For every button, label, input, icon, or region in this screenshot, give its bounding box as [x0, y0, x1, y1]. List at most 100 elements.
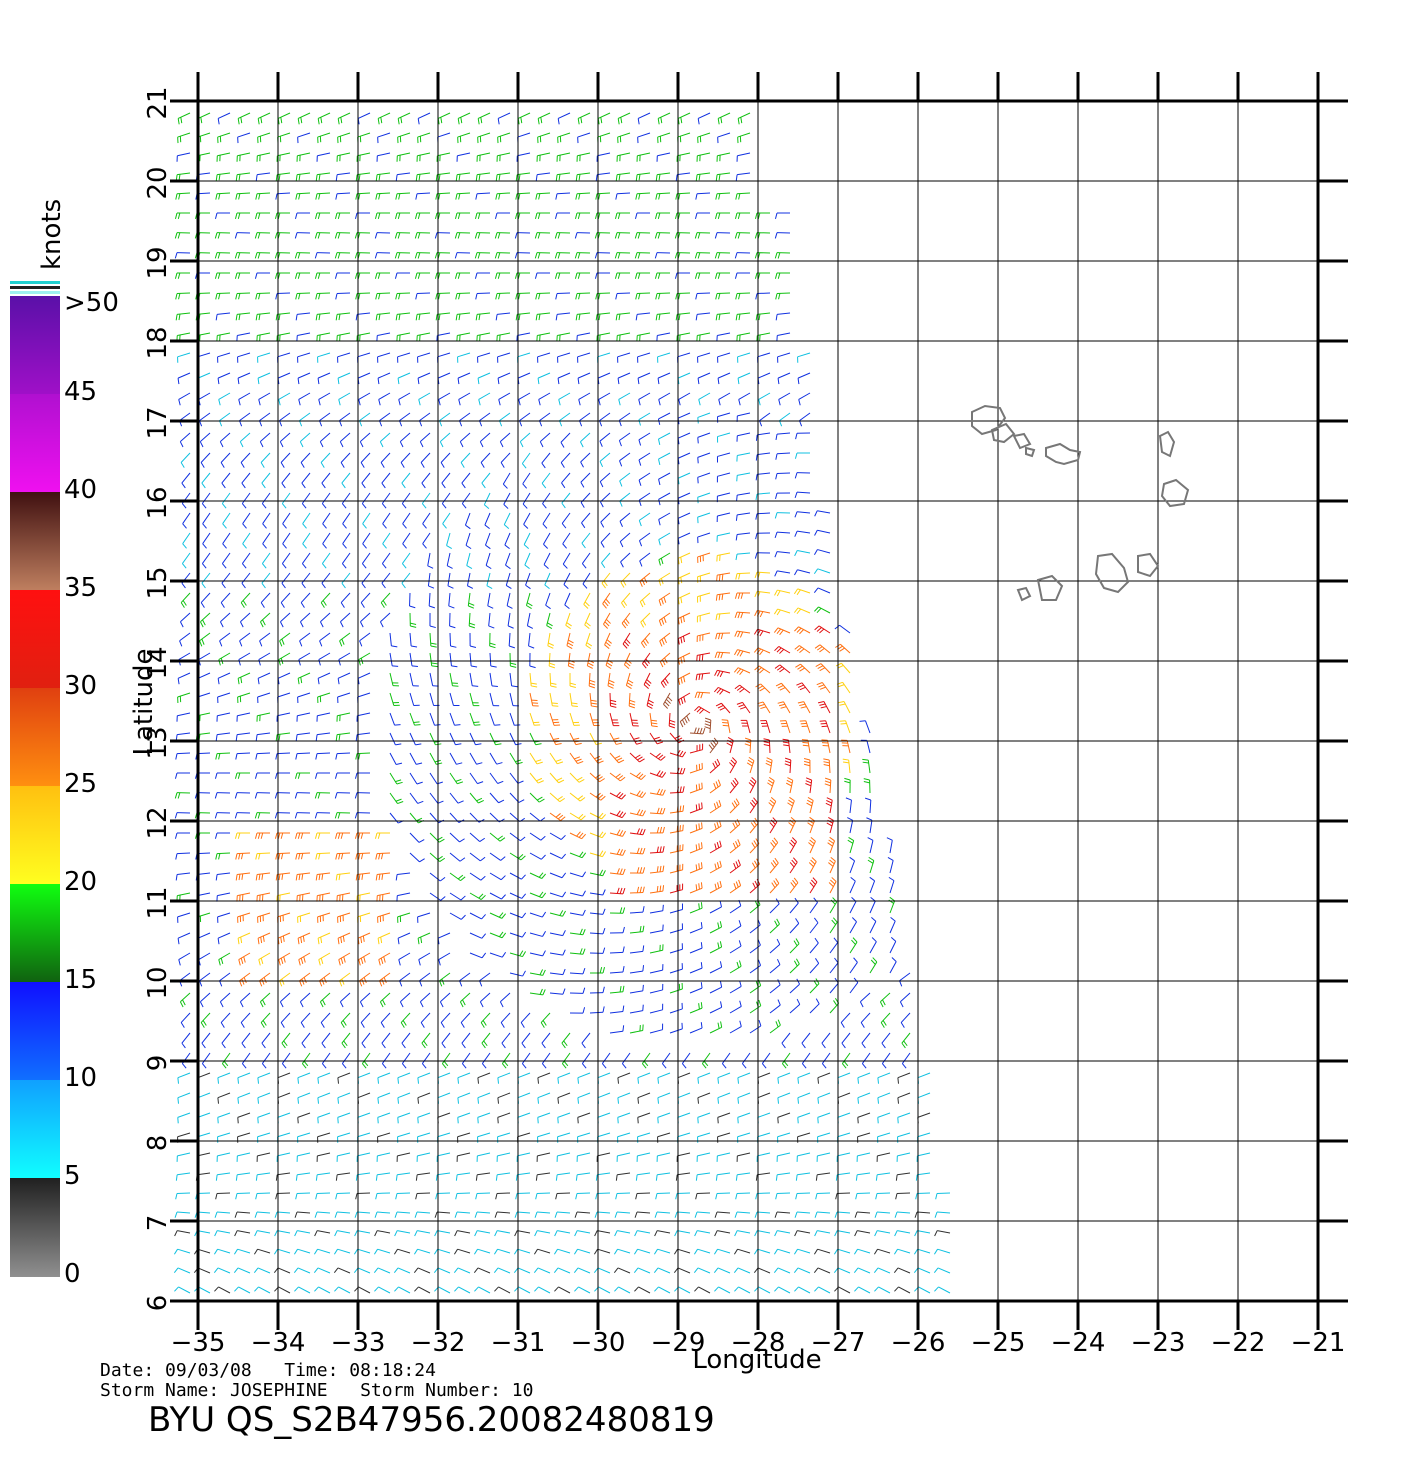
wind-barb: [629, 1004, 644, 1014]
wind-barb: [255, 1172, 271, 1181]
wind-barb: [753, 647, 771, 656]
wind-barb: [655, 312, 671, 321]
wind-barb: [547, 632, 554, 649]
wind-barb: [449, 732, 462, 746]
wind-barb: [489, 672, 498, 688]
wind-barb: [514, 212, 531, 219]
wind-barb: [262, 532, 271, 549]
wind-barb: [615, 172, 631, 181]
wind-barb: [609, 791, 626, 800]
wind-barb: [489, 712, 501, 726]
wind-barb: [717, 132, 731, 144]
wind-barb: [775, 1172, 791, 1181]
wind-barb: [255, 852, 271, 860]
wind-barb: [694, 1211, 711, 1218]
island-outline: [1094, 552, 1130, 594]
wind-barb: [669, 805, 685, 814]
wind-barb: [461, 1032, 471, 1049]
wind-barb: [801, 1052, 811, 1069]
wind-barb: [594, 1230, 611, 1237]
wind-barb: [436, 332, 451, 342]
wind-barb: [769, 959, 781, 974]
wind-barb: [775, 682, 791, 694]
wind-barb: [555, 292, 571, 300]
wind-barb: [469, 832, 486, 843]
wind-barb: [428, 592, 436, 609]
wind-barb: [315, 852, 331, 860]
wind-barb: [197, 112, 211, 125]
wind-barb: [714, 669, 731, 678]
wind-barb: [829, 897, 838, 914]
wind-barb: [338, 952, 351, 966]
map-grid: [170, 72, 1348, 1330]
wind-barb: [775, 1192, 791, 1200]
wind-barb: [689, 962, 703, 974]
wind-barb: [314, 1211, 331, 1218]
wind-barb: [215, 852, 231, 860]
wind-barb: [359, 432, 371, 448]
wind-barb: [517, 1112, 531, 1124]
wind-barb: [377, 1132, 391, 1143]
colorbar-cap: [10, 281, 60, 284]
wind-barb: [735, 192, 751, 200]
wind-barb: [354, 792, 371, 799]
wind-barb: [797, 352, 811, 363]
wind-barb: [589, 889, 606, 896]
wind-barb: [377, 132, 391, 144]
wind-barb: [217, 1132, 231, 1143]
wind-barb: [220, 592, 231, 608]
wind-barb: [561, 492, 571, 509]
wind-barb: [640, 612, 651, 628]
x-tick-label: −21: [1291, 1328, 1346, 1358]
wind-barb: [675, 192, 691, 200]
wind-barb: [534, 252, 551, 259]
wind-barb: [704, 717, 712, 734]
wind-barb: [539, 412, 551, 427]
wind-barb: [835, 662, 851, 674]
wind-barb: [476, 152, 491, 162]
wind-barb: [294, 1230, 311, 1237]
wind-barb: [274, 272, 291, 279]
wind-barb: [579, 432, 591, 448]
wind-barb: [894, 1211, 911, 1218]
wind-barb: [409, 852, 425, 863]
wind-barb: [201, 552, 211, 569]
wind-barb: [174, 232, 191, 239]
wind-barb: [475, 1192, 491, 1200]
wind-barb: [763, 738, 771, 754]
wind-barb: [549, 812, 566, 821]
wind-barb: [669, 1022, 683, 1034]
wind-barb: [769, 979, 781, 994]
y-tick-label: 13: [143, 726, 173, 759]
wind-barb: [609, 966, 625, 974]
wind-barb: [254, 232, 271, 239]
wind-barb: [516, 332, 531, 342]
wind-barb: [658, 452, 671, 466]
wind-barb: [336, 152, 351, 162]
wind-barb: [735, 1172, 751, 1181]
x-tick-label: −22: [1211, 1328, 1266, 1358]
wind-barb: [359, 612, 371, 628]
wind-barb: [562, 552, 571, 569]
wind-barb: [334, 792, 351, 799]
wind-barb: [434, 1211, 451, 1218]
wind-barb: [277, 132, 291, 144]
wind-barb: [439, 992, 451, 1008]
wind-barb: [709, 840, 722, 854]
wind-barb: [809, 917, 819, 934]
wind-barb: [317, 672, 331, 685]
wind-barb: [609, 887, 626, 895]
wind-barb: [755, 452, 771, 461]
wind-barb: [299, 432, 311, 448]
wind-barb: [237, 372, 251, 385]
wind-barb: [174, 812, 191, 819]
wind-barb: [417, 1092, 431, 1104]
wind-barb: [296, 892, 311, 902]
wind-barb: [294, 252, 311, 259]
wind-barb: [455, 192, 471, 200]
wind-barb: [397, 132, 411, 144]
wind-barb: [689, 902, 703, 914]
wind-barb: [421, 1032, 431, 1049]
wind-barb: [315, 192, 331, 200]
wind-barb: [888, 876, 895, 894]
